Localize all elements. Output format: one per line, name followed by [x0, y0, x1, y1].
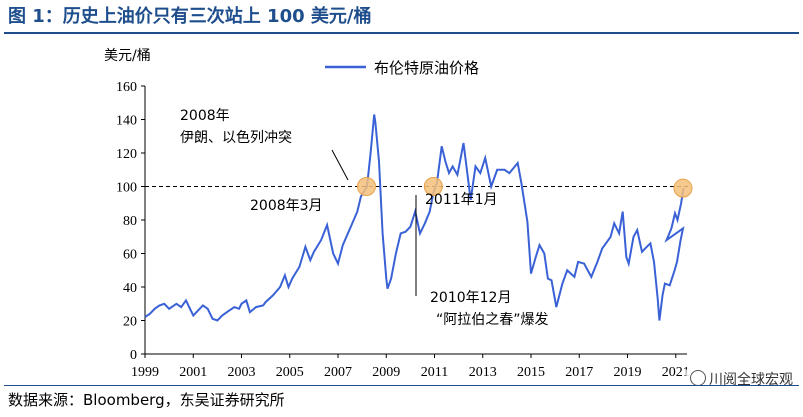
y-tick-label: 80: [123, 214, 137, 229]
x-ticks: 1999 2001 2003 2005 2007 2009 2011 2013 2015 2017…: [131, 354, 690, 380]
axes: 美元/桶: [104, 48, 687, 355]
annotation-2008-line1: 2008年: [180, 108, 230, 124]
y-axis-label: 美元/桶: [104, 48, 151, 64]
annotation-2008-march: 2008年3月: [250, 198, 323, 214]
y-tick-label: 40: [123, 281, 137, 296]
y-ticks: 0 20 40 60 80 100 120 140 160: [116, 80, 145, 363]
highlight-markers: [356, 177, 693, 198]
x-tick-label: 2009: [372, 365, 400, 380]
y-tick-label: 0: [130, 348, 137, 363]
x-tick-label: 2021: [662, 365, 690, 380]
price-chart: 美元/桶 0 20 40 60 80 100 120 140 160 1999 2001 2003 2…: [104, 48, 693, 380]
y-tick-label: 140: [116, 114, 137, 129]
chart-area: 美元/桶 0 20 40 60 80 100 120 140 160 1999 2001 2003 2…: [0, 34, 803, 384]
annotation-2010-dec-line2: “阿拉伯之春”爆发: [436, 312, 549, 328]
source-note: 数据来源：Bloomberg，东吴证券研究所: [8, 391, 285, 409]
y-tick-label: 100: [116, 181, 137, 196]
y-tick-label: 120: [116, 147, 137, 162]
watermark-text: 川阅全球宏观: [709, 372, 793, 388]
x-tick-label: 1999: [131, 365, 159, 380]
annotation-2010-dec-line1: 2010年12月: [430, 290, 511, 306]
source-bar: 数据来源：Bloomberg，东吴证券研究所: [4, 385, 799, 416]
annotation-2011-jan: 2011年1月: [425, 192, 498, 208]
legend: 布伦特原油价格: [325, 59, 479, 77]
x-tick-label: 2017: [565, 365, 593, 380]
legend-label: 布伦特原油价格: [374, 59, 479, 77]
annotations: 2008年 伊朗、以色列冲突 2008年3月 2011年1月 2010年12月 …: [180, 108, 549, 328]
x-tick-label: 2011: [421, 365, 448, 380]
x-tick-label: 2003: [228, 365, 256, 380]
wechat-icon: [690, 370, 706, 386]
highlight-marker-2: [423, 177, 443, 196]
y-tick-label: 160: [116, 80, 137, 95]
figure-title: 图 1：历史上油价只有三次站上 100 美元/桶: [8, 6, 372, 27]
highlight-marker-1: [356, 177, 376, 196]
y-tick-label: 60: [123, 248, 137, 263]
figure-title-bar: 图 1：历史上油价只有三次站上 100 美元/桶: [4, 2, 799, 34]
watermark: 川阅全球宏观: [686, 368, 797, 390]
x-tick-label: 2019: [614, 365, 642, 380]
y-tick-label: 20: [123, 315, 137, 330]
x-tick-label: 2001: [179, 365, 207, 380]
x-tick-label: 2005: [276, 365, 304, 380]
highlight-marker-3: [673, 178, 693, 198]
x-tick-label: 2007: [324, 365, 352, 380]
x-tick-label: 2013: [469, 365, 497, 380]
x-tick-label: 2015: [517, 365, 545, 380]
annotation-2008-line2: 伊朗、以色列冲突: [180, 129, 292, 146]
annotation-2008-pointer: [331, 149, 349, 181]
